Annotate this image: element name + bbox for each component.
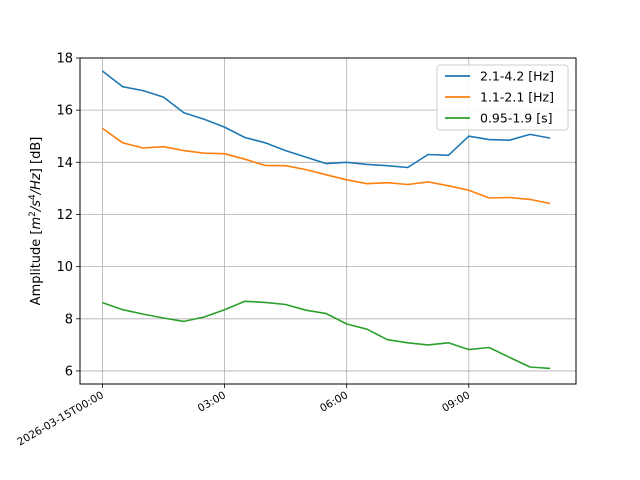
legend-label: 0.95-1.9 [s] [480, 111, 552, 126]
y-axis-label: Amplitude [m2/s4/Hz] [dB] [28, 137, 44, 306]
y-tick-label: 16 [56, 104, 73, 119]
y-tick-label: 8 [65, 312, 73, 327]
y-tick-label: 14 [56, 156, 73, 171]
legend-label: 2.1-4.2 [Hz] [480, 69, 554, 84]
y-tick-label: 12 [56, 208, 73, 223]
y-axis-label-part: / [29, 188, 44, 195]
y-axis-label-part: 2 [28, 211, 38, 217]
y-tick-label: 6 [65, 364, 73, 379]
y-tick-label: 18 [56, 52, 73, 67]
y-axis-label-part: / [29, 205, 44, 212]
y-axis-label-part: 4 [28, 194, 38, 200]
series-line [102, 300, 551, 370]
y-axis-label-part: ] [dB] [29, 137, 44, 174]
y-axis-label-part: Hz [29, 172, 44, 190]
y-axis-label-part: m [29, 217, 44, 230]
legend-box [436, 64, 569, 131]
series-lines [101, 70, 551, 370]
y-axis-label-part: s [29, 200, 44, 207]
y-axis: 6 8 10 12 14 16 18 [56, 52, 80, 379]
y-axis-label-part: Amplitude [ [29, 230, 44, 306]
legend-label: 1.1-2.1 [Hz] [480, 90, 554, 105]
grid [80, 57, 576, 384]
series-line [101, 70, 551, 169]
y-tick-label: 10 [56, 260, 73, 275]
legend: 2.1-4.2 [Hz] 1.1-2.1 [Hz] 0.95-1.9 [s] [436, 64, 569, 131]
series-line [101, 127, 551, 205]
plot-frame [79, 57, 577, 385]
